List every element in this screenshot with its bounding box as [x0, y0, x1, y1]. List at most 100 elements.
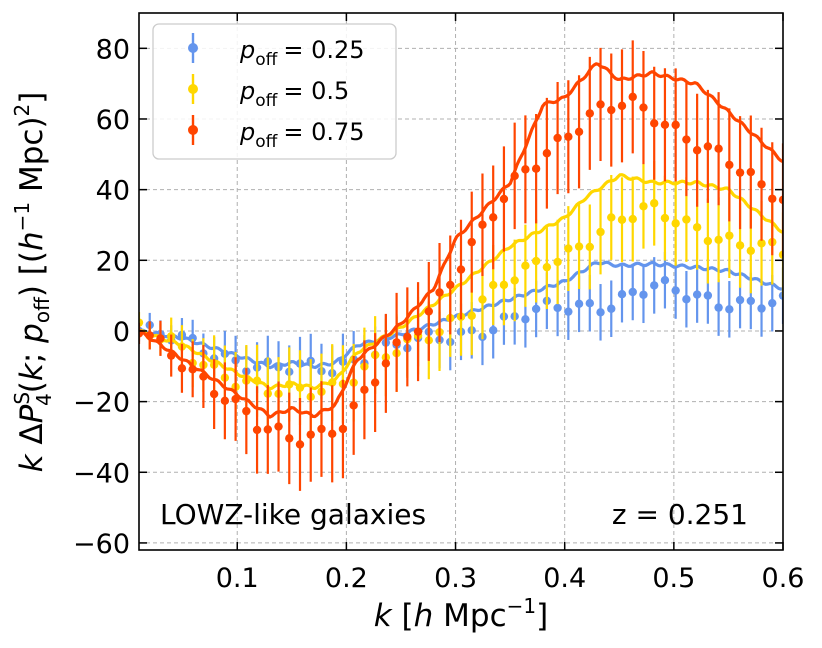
- y-tick-label: 20: [96, 246, 130, 277]
- data-point: [553, 257, 562, 267]
- data-point: [682, 135, 691, 144]
- data-point: [735, 168, 745, 177]
- data-point: [692, 290, 702, 299]
- data-point: [607, 213, 616, 222]
- data-point: [746, 296, 755, 306]
- data-point: [650, 119, 659, 128]
- data-point: [682, 215, 691, 224]
- data-point: [757, 304, 766, 313]
- legend-label-0: = 0.25: [283, 36, 364, 64]
- sample-annotation: LOWZ-like galaxies: [160, 498, 426, 531]
- data-point: [660, 213, 670, 223]
- data-point: [381, 359, 391, 368]
- data-point: [585, 109, 594, 118]
- data-point: [252, 425, 262, 435]
- data-point: [521, 165, 530, 174]
- data-point: [607, 304, 616, 313]
- data-point: [328, 429, 337, 439]
- legend-marker-0: [188, 43, 198, 53]
- legend-marker-2: [188, 125, 198, 135]
- data-point: [499, 194, 509, 204]
- x-tick-label: 0.3: [434, 563, 477, 594]
- data-point: [489, 280, 498, 290]
- x-tick-label: 0.5: [652, 563, 695, 594]
- y-tick-label: −40: [73, 458, 130, 489]
- data-point: [660, 120, 670, 129]
- data-point: [317, 424, 326, 434]
- data-point: [510, 276, 519, 285]
- x-tick-label: 0.6: [762, 563, 805, 594]
- data-point: [542, 149, 552, 158]
- data-point: [682, 295, 691, 304]
- series-layer: [139, 40, 783, 491]
- data-point: [489, 326, 498, 335]
- y-tick-label: −60: [73, 529, 130, 560]
- data-point: [617, 289, 627, 299]
- data-point: [714, 144, 723, 153]
- data-point: [628, 287, 637, 297]
- redshift-annotation: z = 0.251: [612, 498, 748, 531]
- data-point: [768, 194, 777, 203]
- data-point: [295, 440, 305, 449]
- data-point: [499, 280, 509, 290]
- data-point: [725, 231, 734, 240]
- data-point: [585, 242, 594, 252]
- data-point: [650, 281, 659, 290]
- data-point: [725, 160, 734, 170]
- data-point: [360, 385, 369, 394]
- legend-marker-1: [188, 84, 198, 94]
- data-point: [274, 422, 283, 431]
- data-point: [735, 241, 745, 250]
- data-point: [531, 304, 541, 314]
- legend-label-2: = 0.75: [283, 118, 364, 146]
- y-axis-label: k ΔPS4(k; poff) [(h−1 Mpc)2]: [10, 92, 56, 473]
- plot-frame: [138, 12, 784, 551]
- data-point: [531, 164, 541, 173]
- data-point: [714, 235, 723, 245]
- legend-p-label-0: poff = 0.25: [239, 36, 365, 70]
- y-tick-label: 0: [113, 317, 130, 348]
- x-tick-label: 0.2: [325, 563, 368, 594]
- y-tick-label: 40: [96, 176, 130, 207]
- data-point: [306, 430, 315, 439]
- data-point: [746, 246, 755, 255]
- data-point: [446, 280, 455, 290]
- x-tick-label: 0.1: [216, 563, 259, 594]
- data-point: [177, 364, 187, 373]
- data-point: [735, 295, 745, 305]
- data-point: [692, 146, 702, 155]
- data-point: [478, 295, 487, 304]
- x-tick-label: 0.4: [543, 563, 586, 594]
- data-point: [757, 180, 766, 189]
- x-axis-ticks: 0.1 0.2 0.3 0.4 0.5 0.6: [216, 13, 805, 594]
- data-point: [263, 425, 272, 434]
- data-point: [596, 100, 605, 109]
- y-tick-label: 80: [96, 34, 130, 65]
- data-point: [220, 396, 230, 406]
- data-point: [553, 133, 562, 143]
- y-tick-label: 60: [96, 105, 130, 136]
- data-point: [564, 244, 573, 253]
- model-curve: [139, 62, 783, 419]
- data-point: [671, 286, 680, 295]
- data-point: [209, 389, 219, 399]
- data-point: [639, 103, 648, 112]
- data-point: [714, 303, 723, 312]
- data-point: [242, 406, 251, 416]
- legend-entry-1: poff = 0.5: [188, 74, 349, 111]
- data-point: [456, 265, 466, 274]
- data-point: [617, 215, 627, 224]
- data-point: [617, 101, 627, 111]
- data-point: [757, 239, 766, 248]
- data-point: [370, 378, 380, 387]
- y-tick-label: −20: [73, 388, 130, 419]
- data-point: [639, 202, 648, 211]
- data-point: [596, 308, 605, 317]
- x-axis-label: k [h Mpc−1]: [374, 594, 548, 634]
- data-point: [531, 256, 541, 266]
- data-point: [703, 291, 713, 300]
- data-point: [574, 242, 584, 251]
- data-point: [585, 298, 594, 308]
- data-point: [435, 288, 444, 297]
